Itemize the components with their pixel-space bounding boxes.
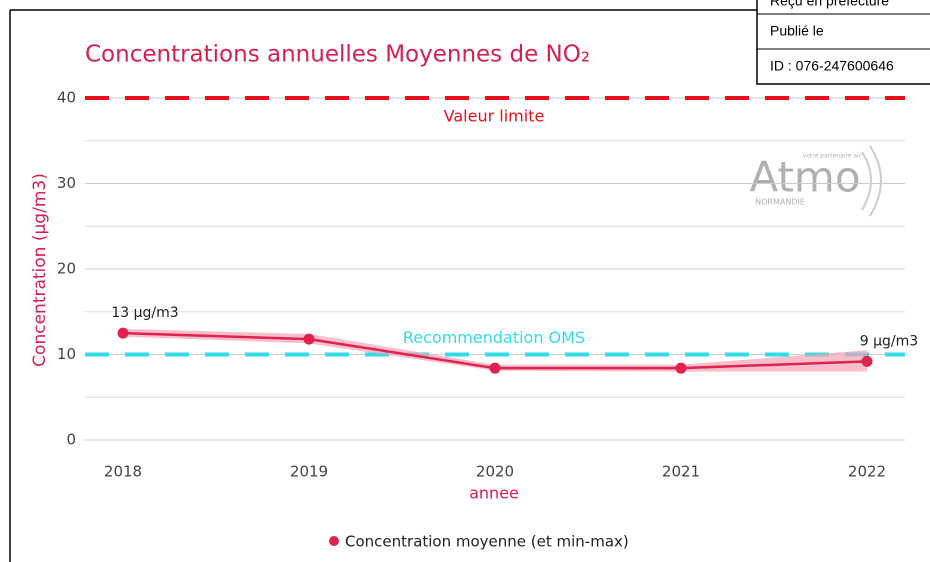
x-tick-label: 2021: [662, 463, 700, 481]
y-tick-label: 0: [66, 431, 76, 449]
legend-label: Concentration moyenne (et min-max): [345, 533, 629, 551]
data-label: 9 µg/m3: [860, 333, 918, 349]
y-tick-label: 20: [57, 260, 76, 278]
data-label: 13 µg/m3: [111, 305, 178, 321]
data-point: [489, 362, 501, 374]
data-point: [675, 362, 687, 374]
watermark-arc: [861, 151, 872, 211]
x-tick-label: 2022: [848, 463, 886, 481]
stamp-text: ID : 076-247600646: [770, 58, 894, 74]
x-tick-label: 2019: [290, 463, 328, 481]
reference-label: Valeur limite: [444, 107, 545, 126]
x-tick-label: 2020: [476, 463, 514, 481]
data-point: [303, 333, 315, 345]
watermark: Atmo votre partenaire air NORMANDIE: [749, 145, 882, 217]
x-tick-label: 2018: [104, 463, 142, 481]
stamp-text: Publié le: [770, 23, 824, 39]
legend-marker: [329, 536, 339, 546]
x-axis-label: annee: [469, 484, 519, 503]
watermark-region: NORMANDIE: [755, 198, 805, 207]
chart-title: Concentrations annuelles Moyennes de NO₂: [85, 42, 590, 68]
data-point: [861, 355, 873, 367]
watermark-brand: Atmo: [749, 153, 860, 202]
y-tick-label: 40: [57, 89, 76, 107]
y-tick-label: 10: [57, 345, 76, 363]
y-tick-label: 30: [57, 174, 76, 192]
data-point: [117, 327, 129, 339]
stamp-text: Reçu en préfecture: [770, 0, 889, 9]
reference-label: Recommendation OMS: [403, 328, 585, 347]
watermark-tagline: votre partenaire air: [803, 153, 862, 160]
y-axis-label: Concentration (µg/m3): [30, 173, 50, 367]
watermark-arc: [869, 145, 882, 217]
